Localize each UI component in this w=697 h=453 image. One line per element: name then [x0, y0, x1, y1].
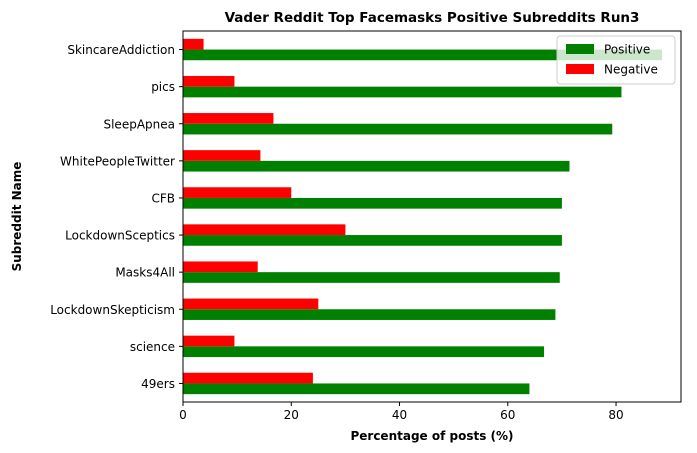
y-tick-label: science [130, 340, 175, 354]
y-axis-ticks: 49ers science LockdownSkepticism Masks4All L… [50, 43, 183, 391]
bar-positive-whitepeopletwitter [183, 160, 570, 172]
bar-positive-pics [183, 86, 622, 98]
y-tick-label: Masks4All [115, 266, 175, 280]
x-tick-label: 60 [500, 408, 515, 422]
legend-label-negative: Negative [604, 63, 658, 77]
bar-negative-skincareaddiction [183, 38, 204, 50]
bar-positive-science [183, 346, 545, 358]
x-axis-label: Percentage of posts (%) [350, 429, 513, 443]
bar-negative-science [183, 335, 235, 347]
bar-positive-masks4all [183, 272, 560, 283]
legend-swatch-negative [566, 64, 594, 74]
bar-negative-lockdownskepticism [183, 298, 319, 310]
bar-negative-whitepeopletwitter [183, 150, 261, 161]
bar-positive-skincareaddiction [183, 49, 663, 61]
y-tick-label: CFB [151, 191, 175, 205]
bars-layer [183, 38, 663, 395]
plot-frame [182, 30, 682, 403]
x-tick-label: 40 [392, 408, 407, 422]
bar-negative-masks4all [183, 261, 258, 273]
x-tick-label: 80 [608, 408, 623, 422]
x-tick-label: 0 [179, 408, 187, 422]
bar-positive-lockdownskepticism [183, 309, 556, 320]
y-axis-label: Subreddit Name [10, 162, 24, 272]
legend-label-positive: Positive [604, 43, 650, 57]
bar-negative-49ers [183, 372, 313, 384]
legend: Positive Negative [556, 35, 676, 85]
x-axis-ticks: 0 20 40 60 80 [179, 402, 624, 422]
y-tick-label: SkincareAddiction [67, 43, 175, 57]
y-tick-label: 49ers [141, 377, 175, 391]
bar-negative-cfb [183, 187, 292, 198]
bar-negative-pics [183, 75, 235, 87]
bar-negative-sleepapnea [183, 113, 274, 124]
y-tick-label: LockdownSkepticism [50, 303, 175, 317]
x-tick-label: 20 [284, 408, 299, 422]
y-tick-label: pics [151, 80, 175, 94]
chart-title: Vader Reddit Top Facemasks Positive Subr… [225, 10, 640, 26]
bar-positive-cfb [183, 197, 562, 209]
bar-positive-lockdownsceptics [183, 235, 562, 246]
y-tick-label: WhitePeopleTwitter [60, 154, 175, 168]
legend-swatch-positive [566, 44, 594, 54]
bar-positive-sleepapnea [183, 123, 613, 135]
y-tick-label: SleepApnea [103, 117, 175, 131]
bar-positive-49ers [183, 383, 530, 395]
bar-negative-lockdownsceptics [183, 224, 346, 236]
y-tick-label: LockdownSceptics [65, 229, 175, 243]
